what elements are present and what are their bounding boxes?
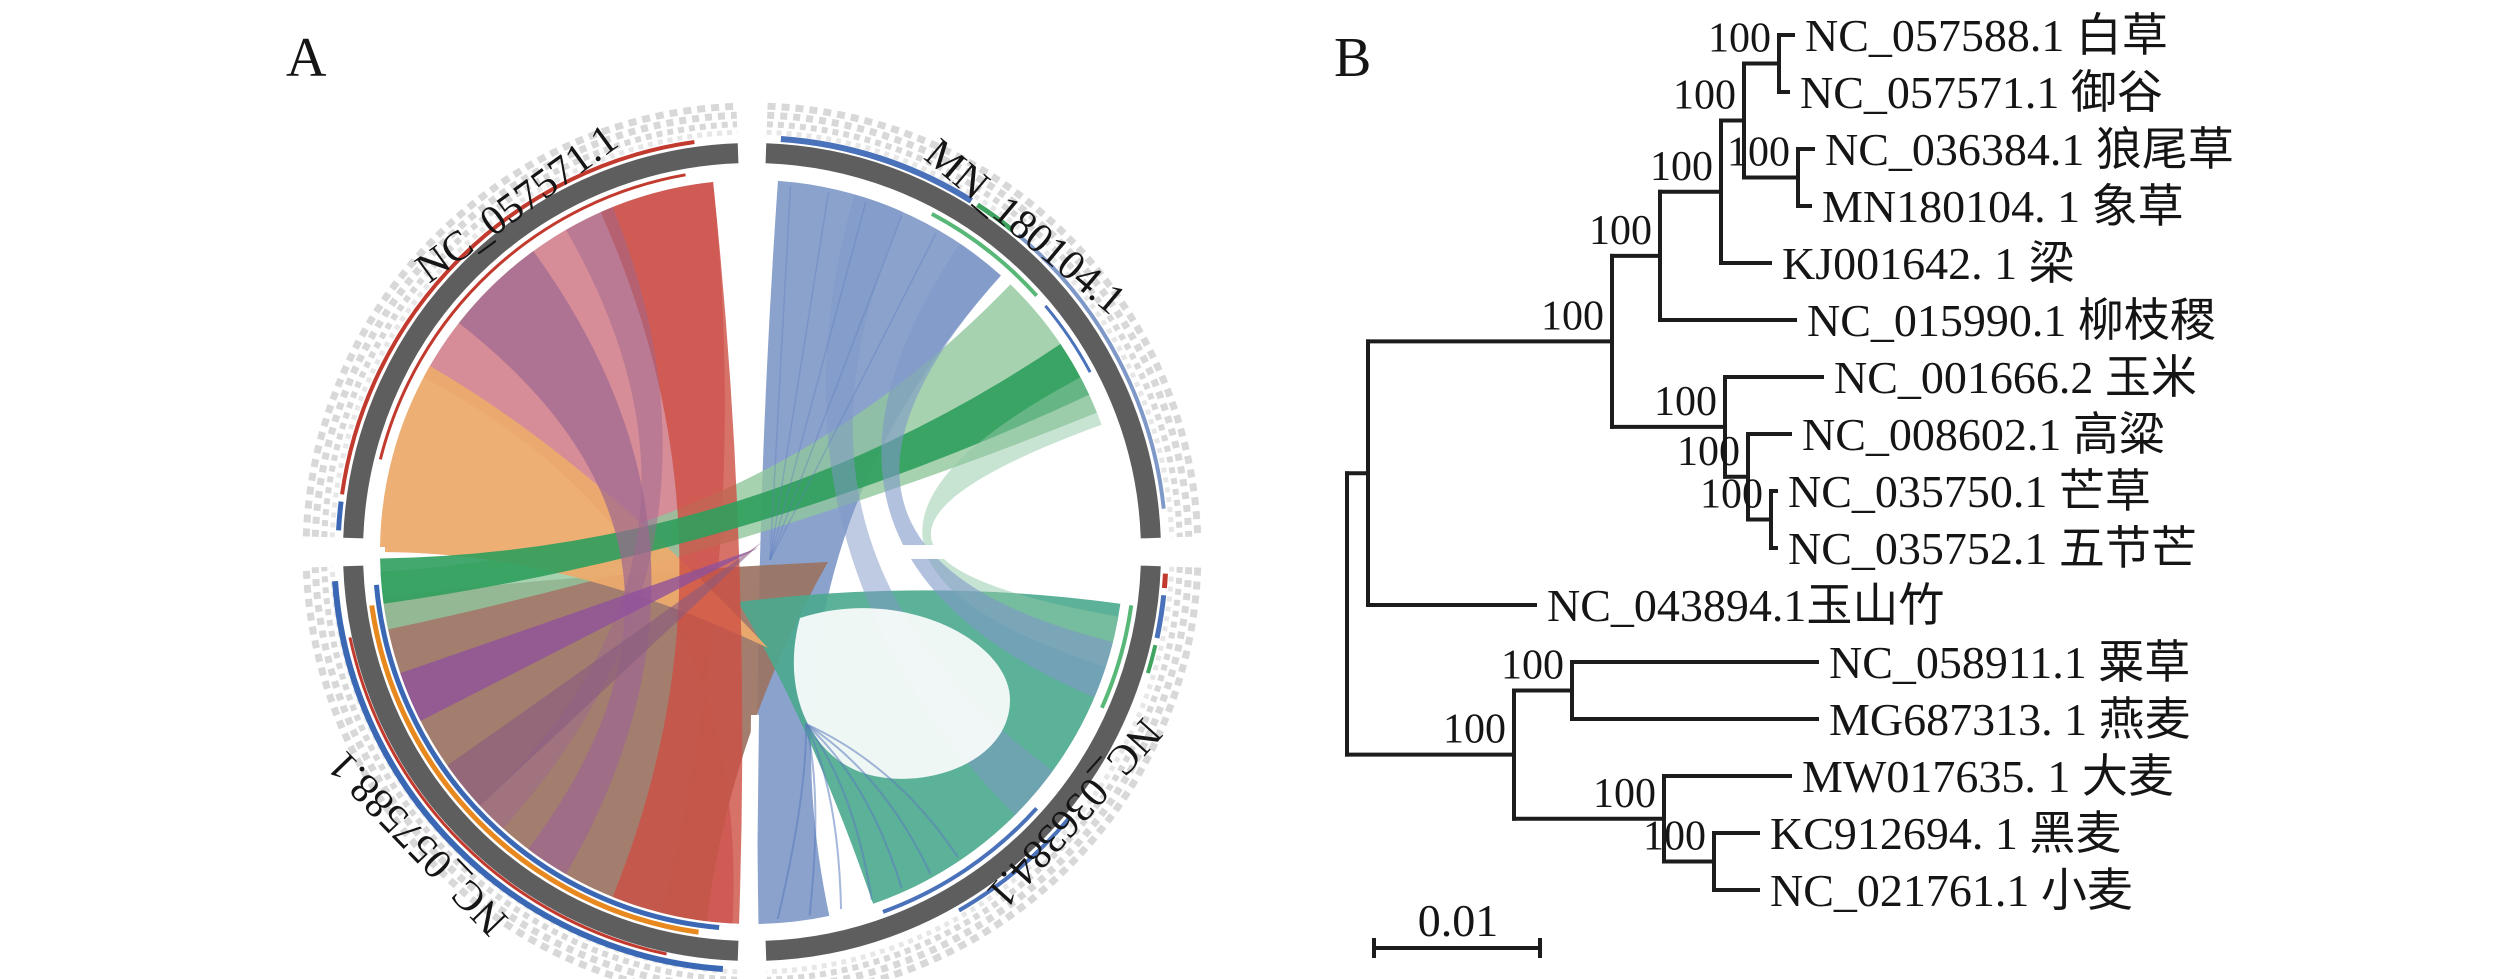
track-arc: [336, 501, 344, 531]
synteny-hairline: [769, 201, 867, 561]
track-arc: [332, 580, 724, 972]
tree-tip-label: NC_043894.1玉山竹: [1547, 580, 1944, 631]
ideogram-band: [343, 143, 739, 539]
bootstrap-label: 100: [1700, 472, 1763, 518]
synteny-hairline: [805, 723, 843, 910]
bootstrap-label: 100: [1673, 73, 1736, 119]
inner-white-gap: [793, 608, 1010, 779]
stipple-ring: [311, 567, 678, 979]
synteny-hairline: [769, 191, 830, 561]
ideogram-band: [765, 565, 1161, 961]
stipple-ring: [826, 567, 1193, 979]
tree-tip-label: NC_057588.1 白草: [1805, 10, 2168, 61]
bootstrap-label: 100: [1708, 16, 1771, 62]
synteny-hairline: [776, 723, 808, 920]
stipple-ring: [321, 566, 738, 979]
chord-ribbon: [447, 542, 762, 806]
track-arc: [340, 140, 695, 495]
synteny-hairline: [805, 723, 817, 916]
synteny-hairline: [805, 723, 959, 858]
stipple-ring: [868, 567, 1202, 979]
quadrant-gap: [748, 714, 759, 976]
tree-scale-bar-label: 0.01: [1417, 895, 1499, 946]
bootstrap-label: 100: [1443, 707, 1506, 753]
tree-tip-label: KJ001642. 1 梁: [1782, 238, 2075, 289]
tree-tip-label: NC_035750.1 芒草: [1788, 466, 2151, 517]
synteny-hairline: [769, 232, 937, 561]
stipple-ring: [321, 121, 738, 538]
ideogram-band: [765, 143, 1161, 539]
chord-ribbon: [600, 182, 743, 924]
stipple-ring: [766, 566, 1183, 979]
tree-tip-label: NC_058911.1 粟草: [1829, 637, 2190, 688]
bootstrap-label: 100: [1727, 130, 1790, 176]
chord-ribbon: [400, 548, 758, 721]
tree-tip-label: NC_057571.1 御谷: [1800, 67, 2163, 118]
track-arc: [1044, 304, 1092, 373]
stipple-ring: [766, 566, 1175, 975]
track-arc: [957, 816, 1071, 913]
track-arc: [1016, 233, 1166, 509]
bootstrap-label: 100: [1501, 643, 1564, 689]
panel-b-label: B: [1334, 27, 1372, 89]
stipple-ring: [767, 111, 1193, 537]
track-arc: [373, 584, 720, 931]
tree-tip-label: NC_035752.1 五节芒: [1788, 523, 2197, 574]
stipple-ring: [766, 129, 1175, 538]
bootstrap-label: 100: [1650, 144, 1713, 190]
tree-tip-label: NC_008602.1 高粱: [1802, 409, 2165, 460]
track-arc: [930, 212, 1039, 298]
bootstrap-label: 100: [1589, 208, 1652, 254]
track-arc: [348, 637, 667, 956]
stipple-ring: [329, 129, 738, 538]
track-arc: [1100, 605, 1134, 709]
track-arc: [378, 173, 686, 460]
stipple-ring: [767, 102, 1202, 537]
stipple-ring: [766, 121, 1183, 538]
bootstrap-label: 100: [1541, 293, 1604, 339]
ideogram-band: [343, 565, 739, 961]
chord-ribbon: [380, 343, 1090, 604]
tree-tip-label: NC_036384.1 狼尾草: [1825, 124, 2234, 175]
tree-tip-label: MN180104. 1 象草: [1822, 181, 2184, 232]
synteny-hairline: [769, 185, 792, 561]
synteny-hairline: [769, 215, 903, 561]
stipple-ring: [302, 102, 737, 537]
synteny-hairline: [805, 723, 873, 901]
bootstrap-label: 100: [1643, 814, 1706, 860]
bootstrap-label: 100: [1654, 379, 1717, 425]
bootstrap-label: 100: [1593, 771, 1656, 817]
tree-tip-label: NC_015990.1 柳枝稷: [1807, 295, 2216, 346]
track-arc: [1154, 595, 1167, 639]
tree-tip-label: NC_021761.1 小麦: [1770, 865, 2133, 916]
stipple-ring: [311, 111, 737, 537]
track-arc: [780, 136, 973, 204]
track-arc: [1161, 573, 1168, 589]
synteny-hairline: [805, 723, 903, 889]
tree-tip-label: KC912694. 1 黑麦: [1770, 808, 2121, 859]
tree-tip-label: MW017635. 1 大麦: [1802, 751, 2174, 802]
track-arc: [976, 202, 1015, 233]
tree-tip-label: NC_001666.2 玉米: [1834, 352, 2197, 403]
track-arc: [882, 806, 1039, 914]
chord-ribbon: [757, 180, 1001, 924]
circos-plot: [292, 102, 1205, 979]
track-arc: [369, 605, 699, 935]
panel-a-label: A: [286, 27, 327, 89]
tree-tip-label: MG687313. 1 燕麦: [1829, 694, 2191, 745]
chord-ribbon: [380, 366, 768, 648]
track-arc: [1145, 644, 1158, 674]
bootstrap-label: 100: [1677, 429, 1740, 475]
chord-ribbon: [458, 251, 652, 875]
synteny-hairline: [805, 723, 932, 875]
chord-ribbon: [881, 243, 1113, 698]
